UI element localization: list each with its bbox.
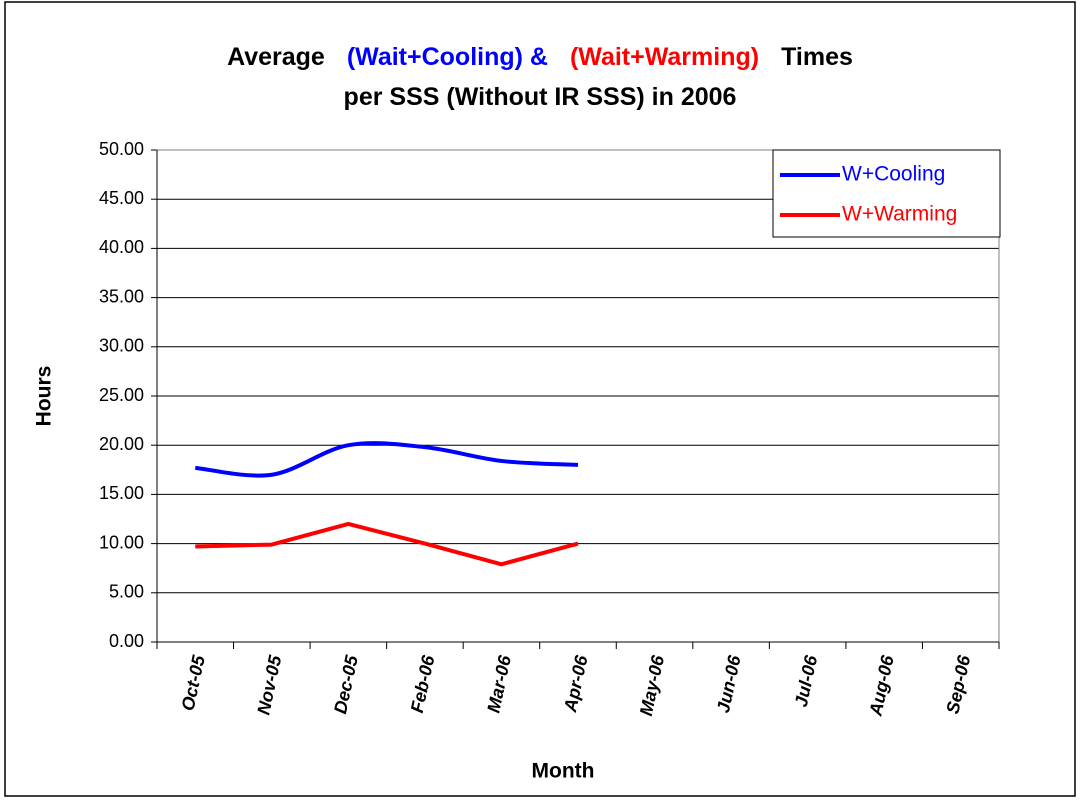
y-tick-label: 35.00: [99, 286, 144, 306]
series-line: [195, 441, 579, 478]
legend-box: [772, 149, 1001, 238]
title-segment: per SSS (Without IR SSS) in 2006: [344, 83, 737, 111]
y-tick-label: 20.00: [99, 434, 144, 454]
legend-label: W+Cooling: [842, 163, 945, 186]
y-tick-label: 50.00: [99, 139, 144, 159]
y-tick-label: 15.00: [99, 483, 144, 503]
chart-border: [4, 1, 1076, 797]
legend-label: W+Warming: [842, 203, 957, 226]
y-tick-label: 30.00: [99, 336, 144, 356]
title-segment: Times: [781, 43, 853, 71]
y-axis-label: Hours: [33, 366, 56, 427]
y-tick-label: 5.00: [109, 582, 144, 602]
chart-title: per SSS (Without IR SSS) in 2006: [344, 83, 737, 111]
title-segment: Average: [227, 43, 325, 71]
y-tick-label: 0.00: [109, 631, 144, 651]
x-axis-label: Month: [532, 760, 595, 783]
y-tick-label: 40.00: [99, 237, 144, 257]
chart-title: Average (Wait+Cooling) & (Wait+Warming) Tim…: [227, 43, 853, 71]
y-tick-label: 45.00: [99, 188, 144, 208]
title-segment: (Wait+Cooling) &: [347, 43, 548, 71]
y-tick-label: 10.00: [99, 532, 144, 552]
series-line: [195, 521, 579, 567]
y-tick-label: 25.00: [99, 385, 144, 405]
title-segment: (Wait+Warming): [570, 43, 759, 71]
